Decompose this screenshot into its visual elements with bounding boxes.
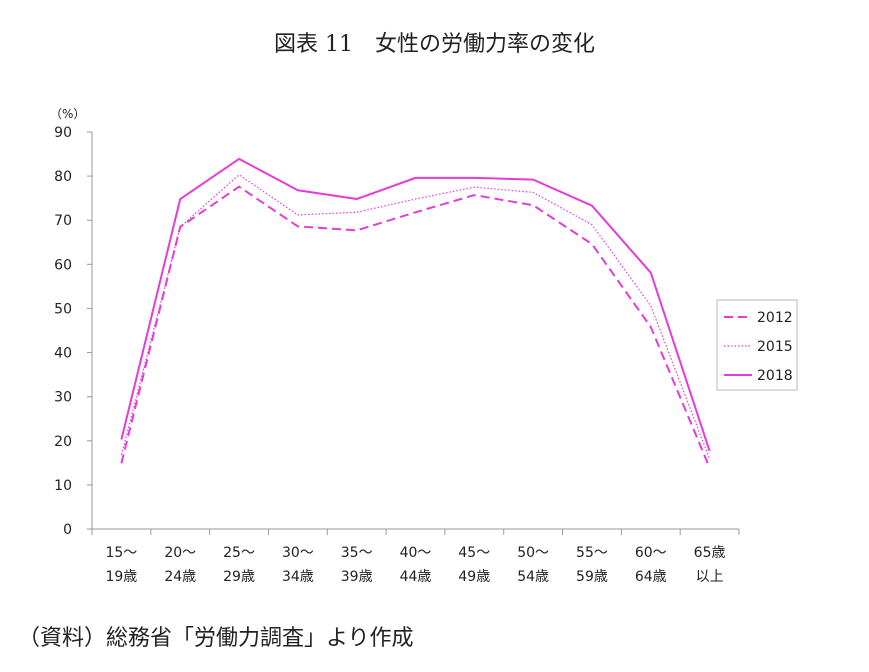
y-tick-label: 10 bbox=[54, 478, 72, 494]
x-tick-label: 50～ bbox=[517, 545, 549, 561]
source-note: （資料）総務省「労働力調査」より作成 bbox=[18, 626, 414, 651]
x-tick-label: 29歳 bbox=[223, 569, 255, 585]
y-tick-label: 90 bbox=[54, 125, 72, 141]
y-tick-label: 30 bbox=[54, 390, 72, 406]
series-line-2018 bbox=[120, 157, 711, 452]
legend-label-2015: 2015 bbox=[757, 339, 793, 355]
series-line-2012 bbox=[120, 185, 711, 469]
x-tick-label: 44歳 bbox=[400, 569, 432, 585]
legend-label-2018: 2018 bbox=[757, 368, 793, 384]
x-tick-label: 24歳 bbox=[164, 569, 196, 585]
x-tick-label: 55～ bbox=[576, 545, 608, 561]
x-tick-label: 15～ bbox=[105, 545, 137, 561]
x-tick-label: 45～ bbox=[458, 545, 490, 561]
x-tick-label: 30～ bbox=[282, 545, 314, 561]
y-tick-label: 60 bbox=[54, 257, 72, 273]
x-tick-label: 59歳 bbox=[576, 569, 608, 585]
y-tick-label: 70 bbox=[54, 213, 72, 229]
x-tick-label: 25～ bbox=[223, 545, 255, 561]
y-tick-label: 80 bbox=[54, 169, 72, 185]
legend-label-2012: 2012 bbox=[757, 310, 793, 326]
y-unit-label: （%） bbox=[50, 107, 85, 121]
x-tick-label: 49歳 bbox=[458, 569, 490, 585]
x-tick-label: 60～ bbox=[635, 545, 667, 561]
legend-box bbox=[716, 299, 798, 391]
x-tick-label: 39歳 bbox=[341, 569, 373, 585]
y-tick-label: 50 bbox=[54, 301, 72, 317]
chart-legend: 2012 2015 2018 bbox=[716, 299, 798, 391]
y-tick-label: 40 bbox=[54, 346, 72, 362]
x-tick-label: 64歳 bbox=[635, 569, 667, 585]
chart-series-lines bbox=[120, 157, 711, 469]
x-tick-label: 40～ bbox=[400, 545, 432, 561]
chart-title: 図表 11 女性の労働力率の変化 bbox=[274, 32, 595, 57]
x-tick-label: 20～ bbox=[164, 545, 196, 561]
x-tick-label: 54歳 bbox=[517, 569, 549, 585]
x-tick-label: 35～ bbox=[341, 545, 373, 561]
x-tick-label: 65歳 bbox=[694, 545, 726, 561]
chart-axes: 0 10 20 30 40 50 60 70 80 90 （%） 15～ 19歳 20～ 24歳 25～ 29歳… bbox=[50, 107, 740, 585]
x-tick-label: 19歳 bbox=[105, 569, 137, 585]
x-tick-label: 以上 bbox=[696, 569, 724, 585]
y-tick-label: 20 bbox=[54, 434, 72, 450]
x-tick-label: 34歳 bbox=[282, 569, 314, 585]
y-tick-label: 0 bbox=[63, 522, 72, 538]
series-line-2015 bbox=[120, 174, 711, 460]
